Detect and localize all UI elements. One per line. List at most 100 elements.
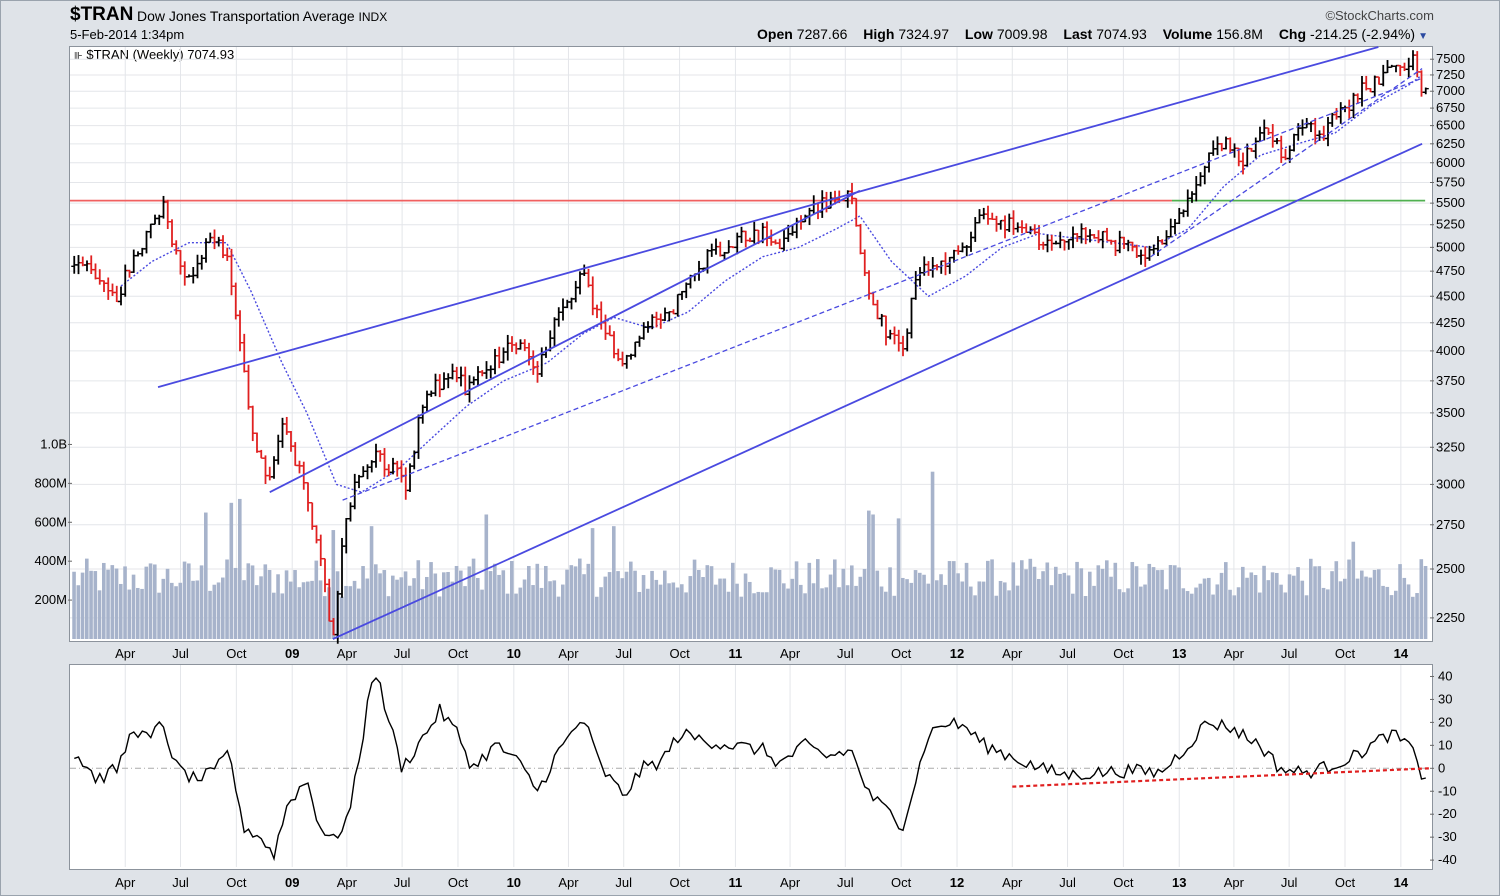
volume-bar bbox=[833, 559, 837, 639]
volume-bar bbox=[1275, 572, 1279, 639]
volume-bar bbox=[590, 528, 595, 639]
volume-bar bbox=[777, 569, 782, 639]
volume-bar bbox=[187, 563, 191, 639]
volume-bar bbox=[1253, 575, 1258, 639]
x-tick-label: Apr bbox=[558, 646, 579, 661]
x-tick-label: 09 bbox=[285, 646, 299, 661]
volume-bar bbox=[195, 580, 200, 639]
x-tick-label: 12 bbox=[950, 875, 964, 890]
volume-bar bbox=[1028, 558, 1033, 639]
volume-bar bbox=[114, 568, 119, 639]
trendline bbox=[1150, 68, 1423, 258]
volume-bar bbox=[361, 566, 365, 639]
volume-bar bbox=[612, 526, 616, 639]
volume-bar bbox=[1151, 567, 1156, 639]
x-tick-label: Apr bbox=[1002, 875, 1023, 890]
volume-bar bbox=[480, 589, 484, 639]
volume-bar bbox=[1164, 589, 1169, 639]
oscillator-tick-label: -30 bbox=[1438, 829, 1457, 844]
x-tick-label: Oct bbox=[1113, 875, 1134, 890]
volume-bar bbox=[1177, 567, 1181, 639]
high-label: High bbox=[863, 26, 895, 42]
volume-bar bbox=[1130, 561, 1135, 639]
volume-bar bbox=[1262, 565, 1266, 639]
volume-bar bbox=[221, 577, 225, 639]
volume-bar bbox=[450, 581, 455, 639]
volume-bar bbox=[807, 562, 812, 639]
volume-bar bbox=[1062, 572, 1067, 639]
x-tick-label: 10 bbox=[507, 646, 521, 661]
volume-bar bbox=[136, 587, 140, 639]
volume-bar bbox=[238, 498, 242, 639]
price-tick-label: 7250 bbox=[1436, 67, 1465, 82]
volume-tick-label: 200M bbox=[34, 592, 67, 607]
price-tick-label: 5000 bbox=[1436, 239, 1465, 254]
volume-bar bbox=[854, 585, 858, 639]
volume-bar bbox=[1211, 594, 1215, 639]
volume-bar bbox=[1270, 572, 1275, 639]
volume-bar bbox=[1334, 561, 1339, 639]
volume-bar bbox=[1003, 582, 1007, 639]
volume-bar bbox=[357, 588, 361, 639]
volume-bar bbox=[875, 570, 880, 639]
volume-bar bbox=[544, 565, 548, 639]
volume-bar bbox=[382, 570, 387, 639]
volume-bar bbox=[420, 589, 425, 639]
volume-bar bbox=[505, 593, 510, 639]
volume-bar bbox=[1385, 586, 1390, 639]
x-tick-label: Jul bbox=[394, 875, 411, 890]
x-tick-label: 09 bbox=[285, 875, 299, 890]
volume-bar bbox=[1147, 563, 1152, 639]
volume-bar bbox=[646, 588, 650, 639]
volume-bar bbox=[654, 579, 659, 639]
volume-bar bbox=[943, 584, 948, 639]
volume-bar bbox=[191, 580, 195, 639]
volume-bar bbox=[947, 561, 952, 639]
volume-bar bbox=[913, 570, 918, 639]
volume-bar bbox=[952, 561, 956, 639]
oscillator-line bbox=[74, 677, 1426, 862]
volume-bar bbox=[1071, 593, 1075, 639]
oscillator-tick-label: 20 bbox=[1438, 714, 1452, 729]
volume-bar bbox=[1020, 560, 1024, 639]
x-tick-label: Apr bbox=[1224, 646, 1245, 661]
volume-bar bbox=[1279, 584, 1283, 639]
price-tick-label: 5250 bbox=[1436, 217, 1465, 232]
volume-bar bbox=[1347, 559, 1351, 639]
price-tick-label: 7000 bbox=[1436, 83, 1465, 98]
volume-bar bbox=[1368, 577, 1373, 639]
volume-bar bbox=[786, 588, 790, 639]
volume-bar bbox=[242, 580, 246, 639]
chg-dropdown-icon[interactable]: ▼ bbox=[1418, 31, 1428, 42]
volume-bar bbox=[310, 580, 314, 639]
volume-bar bbox=[144, 566, 149, 639]
volume-bar bbox=[85, 558, 89, 639]
volume-bar bbox=[1015, 585, 1020, 639]
x-tick-label: 14 bbox=[1394, 646, 1409, 661]
volume-bar bbox=[726, 591, 731, 639]
symbol-title: $TRAN bbox=[70, 4, 134, 25]
volume-bar bbox=[72, 571, 76, 639]
volume-bar bbox=[514, 593, 518, 639]
x-tick-label: Apr bbox=[115, 875, 136, 890]
volume-bar bbox=[123, 566, 127, 639]
volume-bar bbox=[488, 571, 493, 639]
volume-bar bbox=[1296, 567, 1300, 639]
price-tick-label: 4500 bbox=[1436, 288, 1465, 303]
volume-bar bbox=[803, 593, 807, 639]
volume-bar bbox=[1245, 577, 1249, 639]
volume-bar bbox=[977, 581, 982, 639]
volume-bar bbox=[616, 571, 620, 639]
volume-bar bbox=[956, 573, 960, 639]
volume-bar bbox=[476, 577, 480, 639]
oscillator-tick-label: 30 bbox=[1438, 691, 1452, 706]
volume-bar bbox=[1304, 595, 1309, 639]
x-tick-label: Apr bbox=[337, 646, 358, 661]
x-tick-label: 13 bbox=[1172, 646, 1186, 661]
volume-bar bbox=[998, 580, 1003, 639]
volume-bar bbox=[369, 526, 374, 639]
x-tick-label: Jul bbox=[1059, 646, 1076, 661]
volume-bar bbox=[1406, 584, 1411, 639]
volume-bar bbox=[578, 558, 582, 639]
